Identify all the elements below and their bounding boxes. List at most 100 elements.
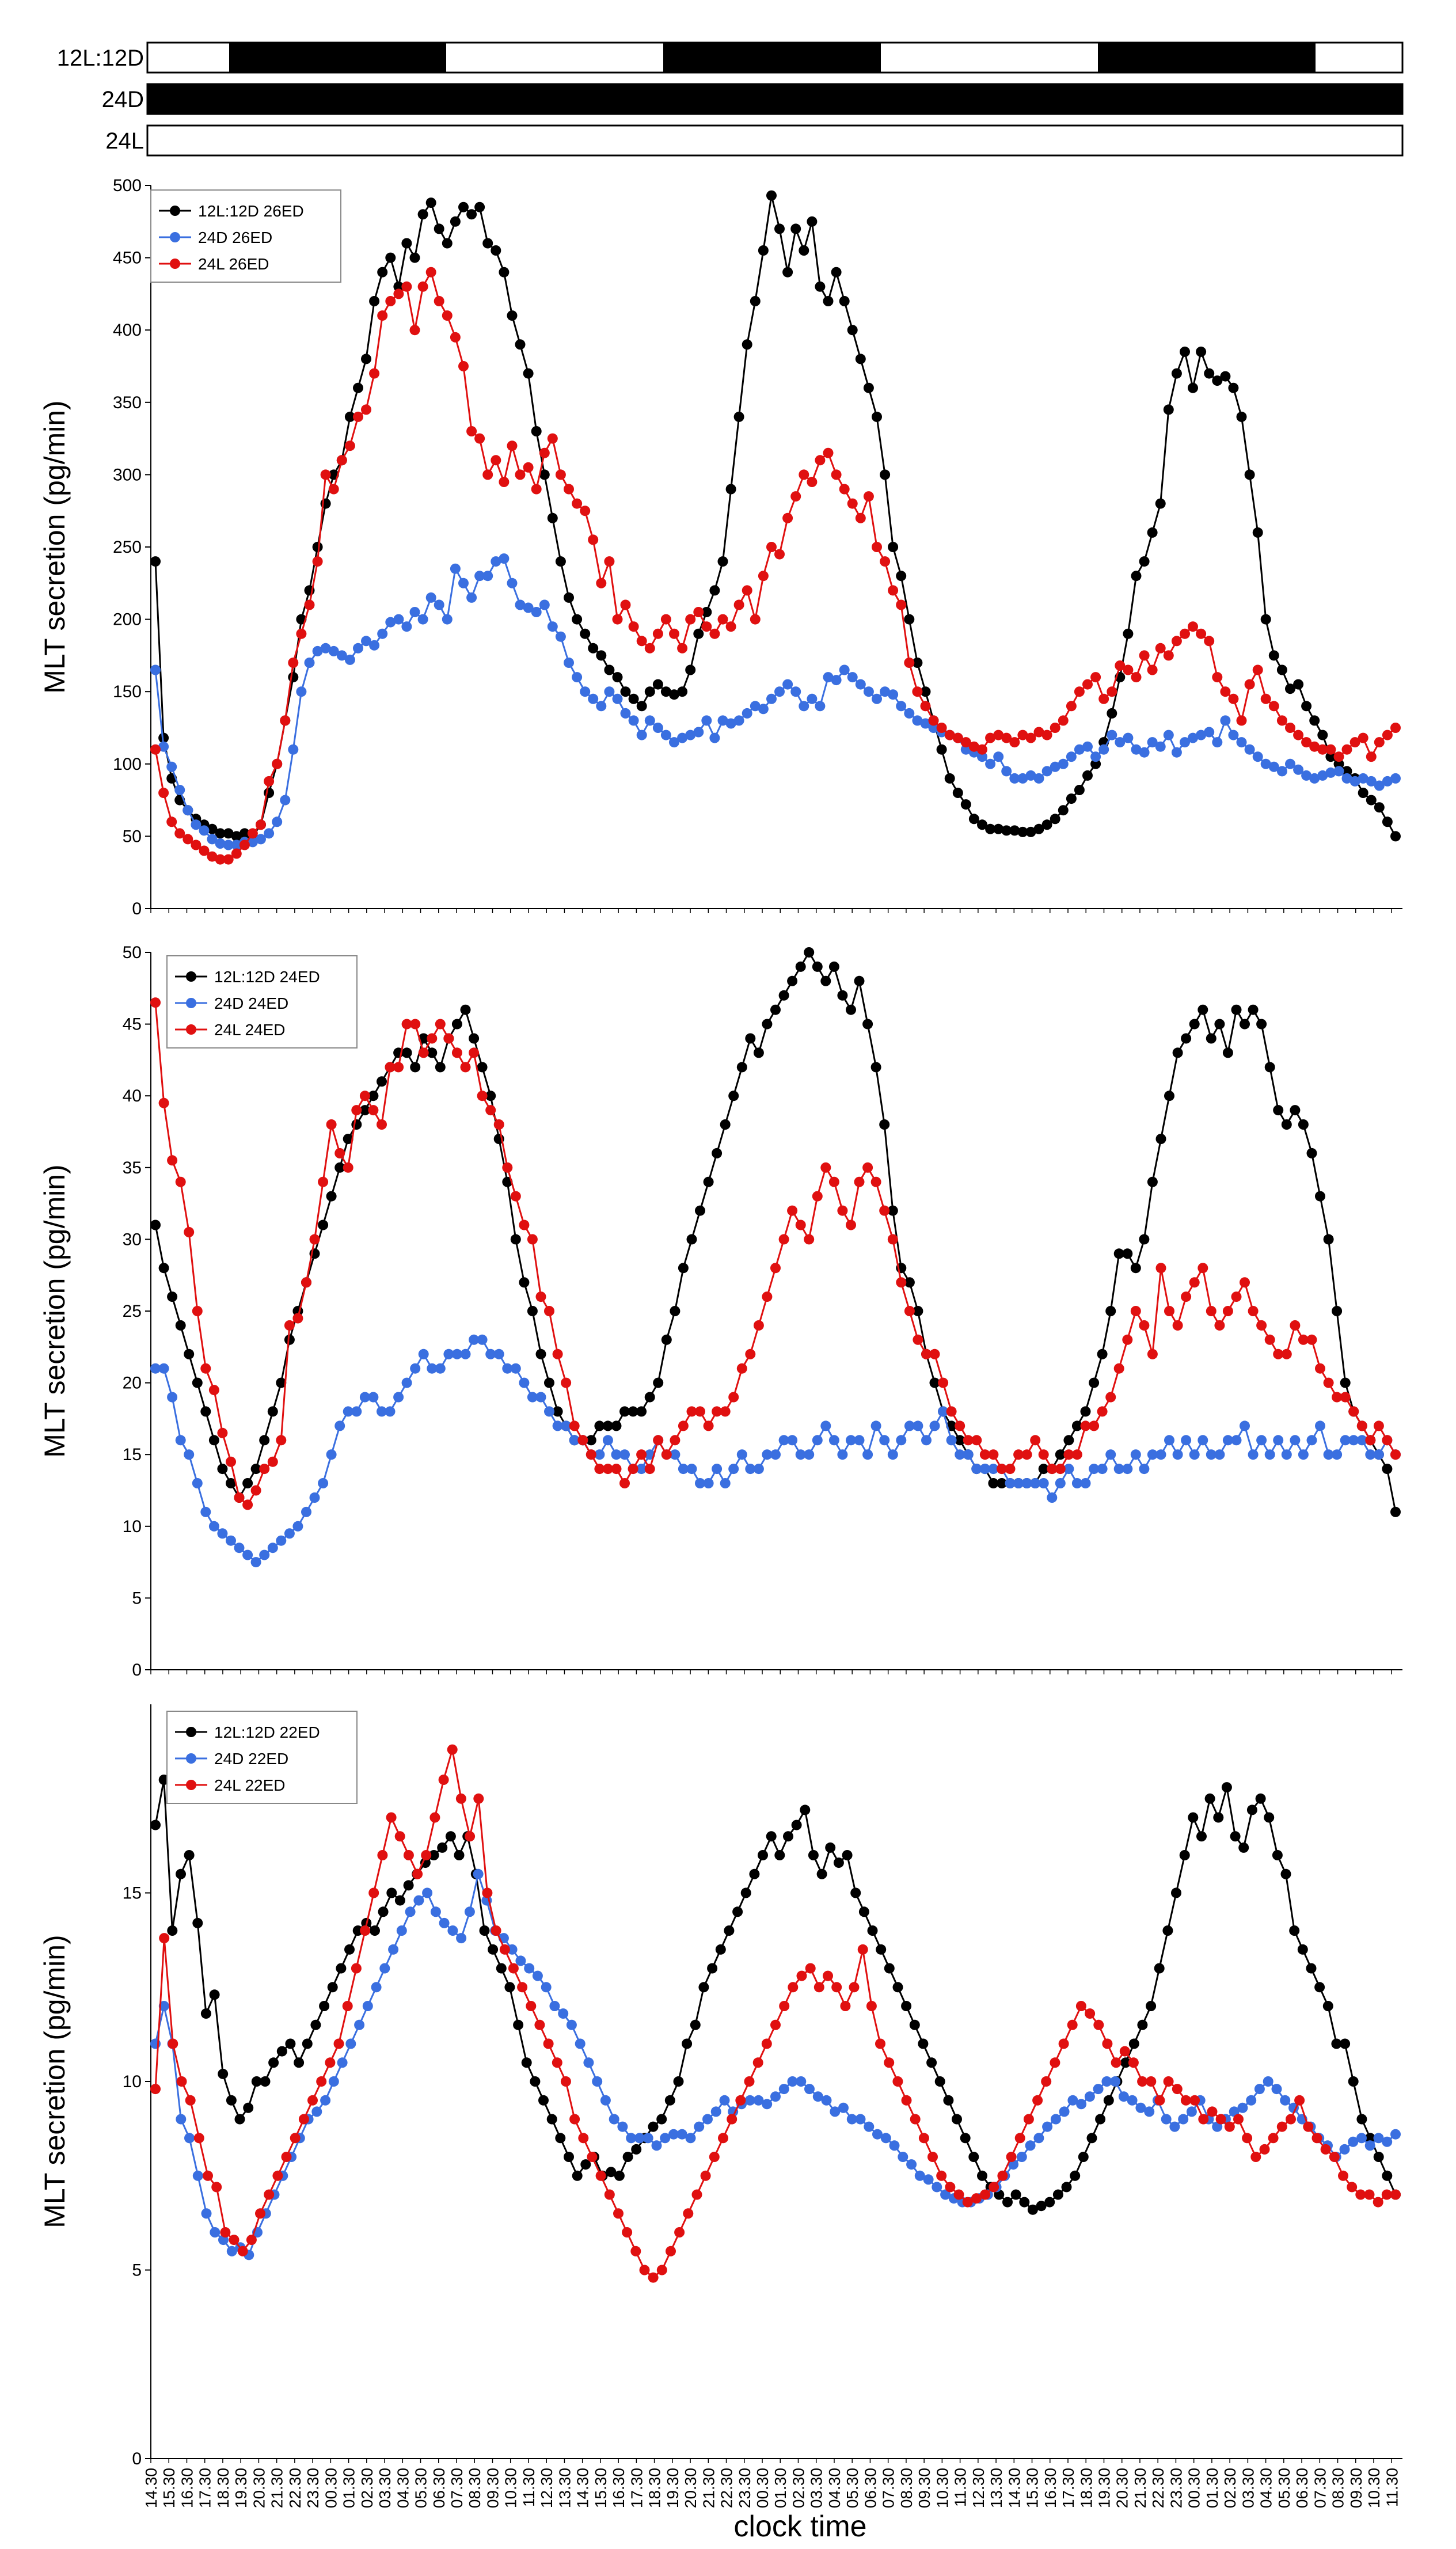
x-tick-label: 18.30 (646, 2468, 664, 2508)
x-tick-label: 21.30 (700, 2468, 717, 2508)
data-point (602, 1464, 613, 1475)
data-point (541, 1982, 552, 1993)
data-point (720, 1478, 731, 1488)
data-point (879, 1205, 890, 1216)
data-point (460, 1004, 471, 1015)
data-point (1222, 1306, 1233, 1316)
data-point (208, 1435, 219, 1446)
data-point (1333, 758, 1344, 769)
data-point (636, 1464, 647, 1475)
data-point (1128, 2038, 1139, 2049)
data-point (377, 1076, 387, 1087)
y-tick-label: 35 (123, 1158, 142, 1177)
data-point (1268, 701, 1279, 712)
x-tick-label: 13.30 (987, 2468, 1005, 2508)
data-point (318, 1176, 329, 1187)
data-point (1365, 2133, 1375, 2144)
data-point (770, 1004, 781, 1015)
data-point (1093, 2019, 1104, 2030)
x-tick-label: 18.30 (214, 2468, 232, 2508)
legend-box (150, 189, 341, 283)
data-point (333, 2038, 344, 2049)
data-point (876, 1944, 887, 1955)
data-point (527, 1306, 538, 1316)
data-point (1082, 679, 1093, 690)
data-point (175, 1176, 186, 1187)
data-point (685, 2133, 696, 2144)
data-point (830, 2106, 841, 2117)
data-point (531, 426, 542, 436)
data-point (766, 542, 777, 552)
data-point (872, 2129, 883, 2140)
data-point (1013, 1449, 1024, 1460)
data-point (1306, 1334, 1317, 1345)
data-point (1189, 1019, 1200, 1030)
data-point (912, 715, 923, 726)
data-point (870, 1420, 881, 1431)
data-point (1009, 825, 1020, 836)
data-point (1317, 730, 1328, 740)
x-tick-label: 09.30 (915, 2468, 933, 2508)
panel-24ed: 0 5 10 15 20 25 30 35 40 45 50 MLT secretion (pg/mi… (39, 943, 1402, 1680)
data-point (1339, 2144, 1350, 2155)
data-point (846, 2114, 857, 2125)
data-point (1290, 1435, 1301, 1446)
data-point (1204, 368, 1215, 379)
data-point (1356, 1435, 1367, 1446)
data-point (1080, 1406, 1091, 1417)
y-tick-label: 15 (123, 1445, 142, 1464)
data-point (1107, 686, 1117, 697)
data-point (336, 650, 347, 661)
data-point (354, 2019, 365, 2030)
data-point (867, 1925, 878, 1936)
y-tick-label: 200 (113, 610, 142, 629)
data-point (701, 715, 712, 726)
data-point (385, 1062, 396, 1073)
data-point (977, 2170, 987, 2181)
data-point (709, 732, 720, 743)
data-point (583, 2057, 594, 2068)
data-point (993, 823, 1004, 834)
data-point (815, 701, 826, 712)
data-point (435, 1062, 446, 1073)
data-point (712, 1148, 723, 1158)
data-point (1259, 2144, 1270, 2155)
data-point (451, 1348, 462, 1359)
data-point (960, 737, 971, 748)
data-point (294, 2057, 305, 2068)
data-point (653, 1377, 664, 1388)
data-point (369, 640, 380, 651)
data-point (207, 823, 218, 834)
data-point (215, 838, 226, 849)
data-point (940, 2189, 951, 2200)
data-point (1066, 793, 1077, 804)
data-point (842, 1850, 853, 1860)
data-point (1186, 2106, 1197, 2117)
data-point (320, 643, 331, 654)
data-point (1110, 2076, 1121, 2087)
data-point (552, 2057, 562, 2068)
x-tick-label: 01.30 (340, 2468, 358, 2508)
data-point (1178, 2114, 1189, 2125)
data-point (1198, 1435, 1208, 1446)
data-point (1206, 1033, 1216, 1044)
data-point (264, 828, 275, 839)
data-point (546, 2114, 557, 2125)
data-point (555, 469, 566, 480)
data-point (1147, 737, 1158, 748)
data-point (736, 1449, 747, 1460)
y-tick-label: 400 (113, 321, 142, 340)
x-tick-label: 20.30 (682, 2468, 700, 2508)
data-point (1009, 737, 1020, 748)
x-tick-label: 15.30 (592, 2468, 610, 2508)
data-point (1155, 498, 1166, 509)
data-point (442, 614, 453, 625)
data-point (1171, 1887, 1181, 1898)
data-point (526, 2001, 537, 2011)
x-tick-label: 15.30 (160, 2468, 178, 2508)
data-point (1155, 1449, 1166, 1460)
data-point (901, 2001, 912, 2011)
data-point (1288, 2102, 1299, 2113)
x-tick-label: 04.30 (826, 2468, 843, 2508)
data-point (921, 1435, 932, 1446)
